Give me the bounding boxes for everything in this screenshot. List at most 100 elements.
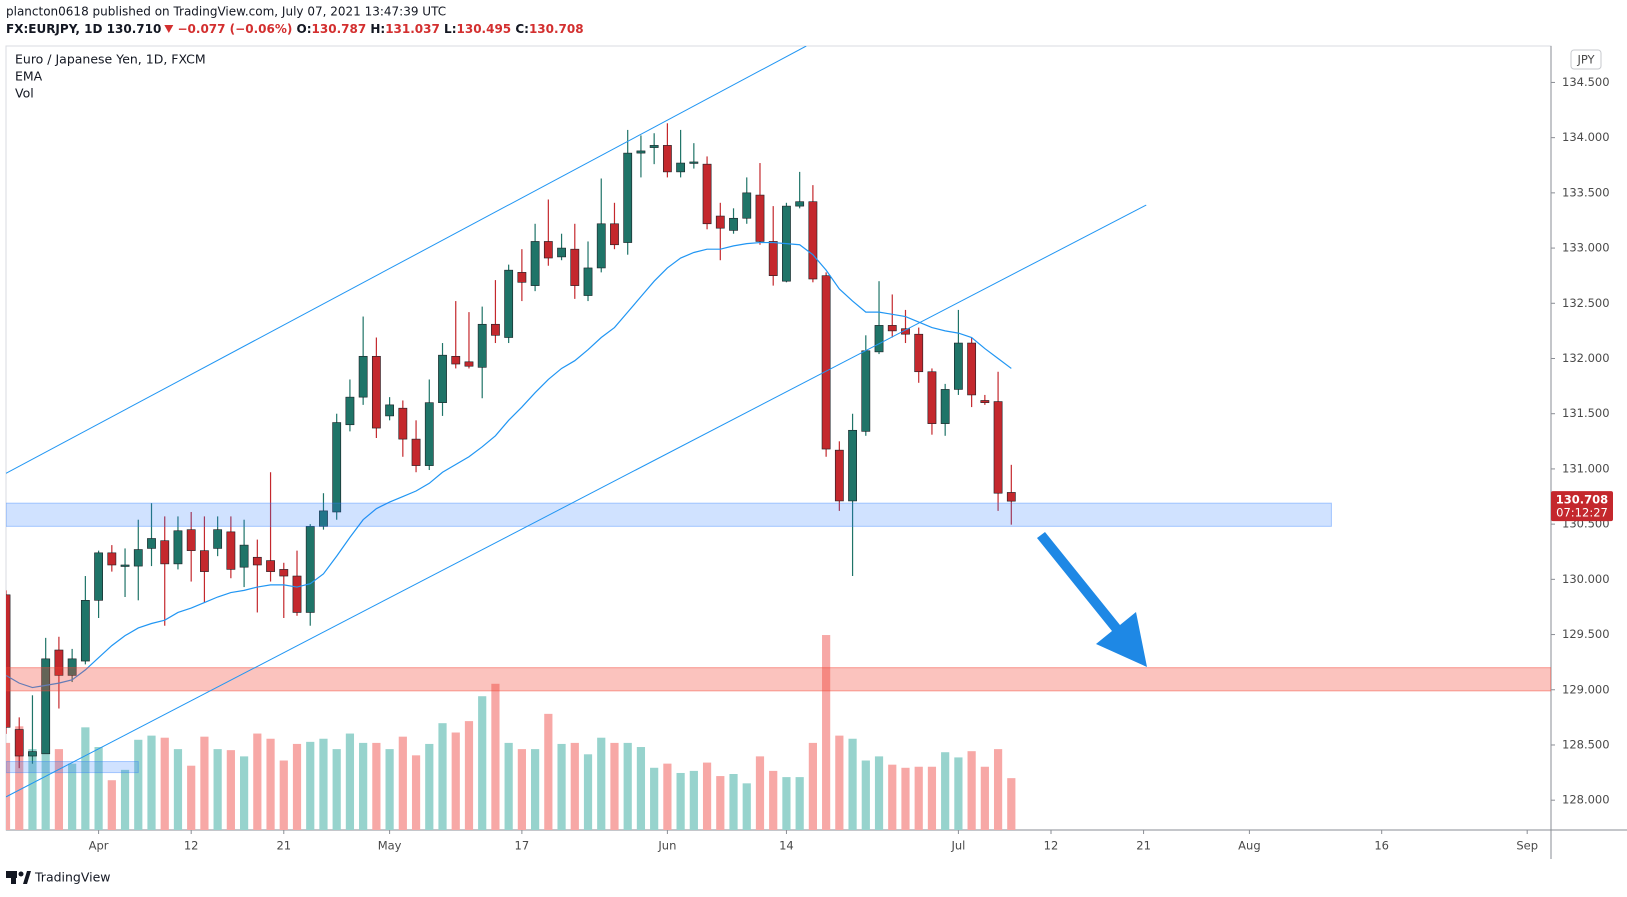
- x-tick-label: Jun: [657, 839, 676, 853]
- candle-body: [213, 529, 223, 549]
- y-tick-label: 129.500: [1562, 627, 1610, 641]
- candle-body: [14, 729, 24, 757]
- candle-body: [67, 658, 77, 676]
- candle-body: [755, 194, 765, 242]
- y-tick-label: 131.500: [1562, 406, 1610, 420]
- candle-body: [583, 267, 593, 296]
- candle-body: [266, 560, 275, 572]
- candle-body: [226, 531, 236, 570]
- indicator-label: Vol: [15, 86, 34, 101]
- x-tick-label: Apr: [89, 839, 109, 853]
- candle-body: [610, 223, 619, 246]
- volume-bar: [663, 763, 672, 830]
- volume-bar: [808, 742, 817, 830]
- volume-bar: [941, 752, 950, 830]
- volume-bar: [610, 742, 619, 830]
- candle-body: [517, 272, 527, 283]
- volume-bar: [716, 776, 725, 830]
- volume-bar: [359, 742, 368, 830]
- last-price: 130.710: [107, 22, 162, 36]
- volume-bar: [782, 777, 791, 830]
- volume-bar: [319, 738, 328, 830]
- volume-bar: [147, 735, 156, 830]
- volume-bar: [702, 762, 712, 830]
- volume-bar: [822, 635, 831, 830]
- y-tick-label: 134.000: [1562, 130, 1610, 144]
- y-tick-label: 132.000: [1562, 351, 1610, 365]
- chart-title: Euro / Japanese Yen, 1D, FXCM: [15, 52, 206, 67]
- candle-body: [861, 350, 871, 432]
- volume-bar: [120, 769, 130, 830]
- ema-line: [6, 241, 1012, 689]
- volume-bar: [1007, 778, 1016, 830]
- candle-body: [305, 526, 315, 613]
- volume-layer: [6, 635, 1016, 830]
- volume-bar: [583, 754, 593, 830]
- currency-box[interactable]: [1570, 49, 1602, 70]
- candle-body: [80, 600, 90, 662]
- candle-body: [292, 575, 302, 613]
- volume-bar: [980, 766, 989, 830]
- volume-bar: [187, 765, 196, 830]
- trend-line: [6, 204, 1147, 798]
- volume-bar: [94, 747, 103, 830]
- candle-body: [821, 275, 831, 450]
- volume-bar: [954, 757, 963, 830]
- candle-body: [530, 241, 540, 286]
- y-tick-label: 133.500: [1562, 185, 1610, 199]
- x-tick-label: 12: [1044, 839, 1059, 853]
- y-tick-label: 132.500: [1562, 296, 1610, 310]
- candle-body: [623, 152, 633, 243]
- volume-bar: [332, 749, 341, 830]
- x-tick-label: 21: [1136, 839, 1151, 853]
- volume-bar: [134, 739, 143, 830]
- ohlc-value: 130.787: [312, 22, 367, 36]
- candle-body: [200, 550, 209, 572]
- volume-bar: [861, 760, 870, 830]
- candle-body: [649, 145, 659, 148]
- candle-body: [795, 201, 805, 207]
- price-zone: [6, 502, 1332, 527]
- volume-bar: [927, 766, 937, 830]
- trend-line: [6, 46, 807, 474]
- volume-bar: [769, 770, 778, 830]
- volume-bar: [491, 683, 500, 830]
- ohlc-label: H:: [370, 22, 385, 36]
- candle-body: [424, 402, 434, 466]
- y-tick-label: 129.000: [1562, 682, 1610, 696]
- ohlc-label: L:: [444, 22, 456, 36]
- currency-label[interactable]: JPY: [1576, 53, 1595, 67]
- candle-body: [332, 422, 342, 513]
- candle-body: [133, 549, 143, 567]
- candle-body: [398, 407, 408, 440]
- volume-bar: [478, 696, 487, 830]
- volume-bar: [676, 772, 685, 830]
- candle-body: [557, 247, 566, 258]
- indicator-label: EMA: [15, 69, 43, 84]
- candle-body: [464, 361, 474, 367]
- candle-body: [371, 355, 381, 429]
- candle-body: [41, 658, 51, 755]
- candle-body: [160, 540, 170, 565]
- volume-bar: [531, 749, 540, 830]
- candle-body: [1006, 492, 1016, 502]
- candle-body: [504, 269, 514, 338]
- candle-body: [689, 161, 699, 164]
- axis-layer: 128.000128.500129.000129.500130.000130.5…: [89, 75, 1613, 853]
- volume-bar: [81, 727, 90, 830]
- volume-bar: [464, 721, 474, 830]
- volume-bar: [742, 783, 751, 830]
- volume-bar: [54, 749, 64, 830]
- candle-body: [186, 529, 196, 551]
- volume-bar: [372, 742, 381, 830]
- volume-bar: [160, 737, 169, 830]
- candle-body: [702, 163, 712, 225]
- volume-bar: [68, 763, 77, 830]
- x-tick-label: 17: [515, 839, 530, 853]
- volume-bar: [279, 760, 288, 830]
- candle-body: [808, 201, 818, 280]
- volume-bar: [504, 742, 513, 830]
- candle-body: [662, 145, 672, 173]
- volume-bar: [689, 770, 698, 830]
